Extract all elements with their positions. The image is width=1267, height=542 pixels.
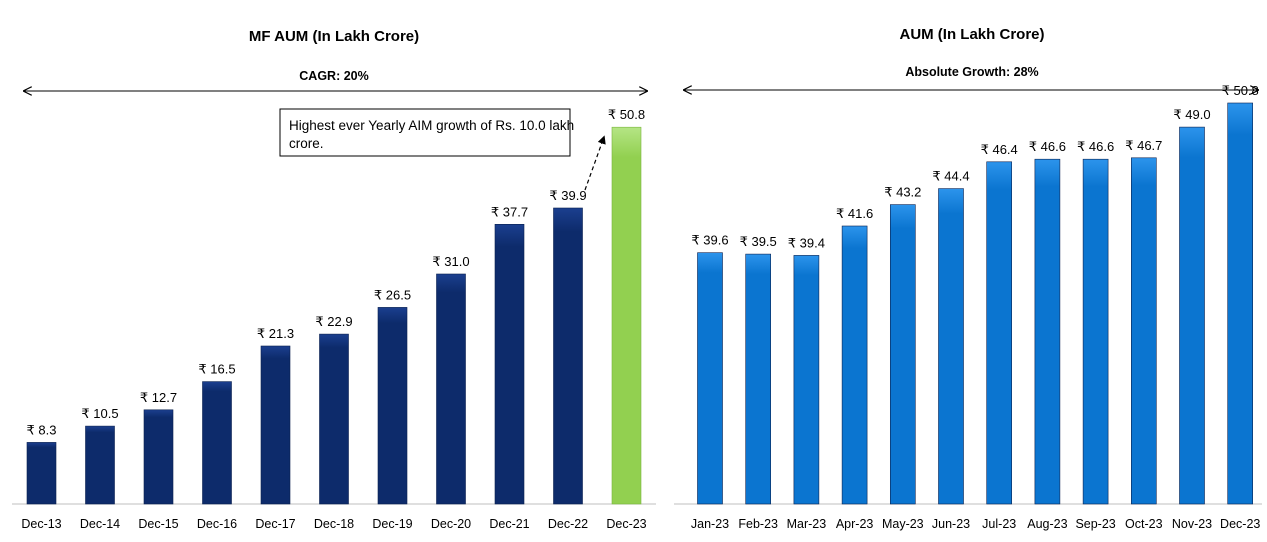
mf-aum-annotation-arrow xyxy=(584,135,606,191)
mf-aum-chart-title: MF AUM (In Lakh Crore) xyxy=(249,28,419,45)
aum-category-label: Nov-23 xyxy=(1172,517,1212,531)
mf-aum-annotation-text: Highest ever Yearly AIM growth of Rs. 10… xyxy=(289,118,578,151)
aum-category-label: Oct-23 xyxy=(1125,517,1163,531)
aum-category-label: Mar-23 xyxy=(787,517,827,531)
mf-aum-value-label: ₹ 21.3 xyxy=(257,326,294,341)
aum-value-label: ₹ 39.5 xyxy=(740,234,777,249)
mf-aum-category-label: Dec-20 xyxy=(431,517,471,531)
aum-chart: AUM (In Lakh Crore) Absolute Growth: 28%… xyxy=(674,26,1262,531)
aum-bar xyxy=(745,253,772,505)
mf-aum-category-label: Dec-21 xyxy=(489,517,529,531)
mf-aum-bar xyxy=(494,224,525,505)
aum-growth-label: Absolute Growth: 28% xyxy=(905,65,1038,79)
aum-category-label: Apr-23 xyxy=(836,517,874,531)
mf-aum-bar xyxy=(85,425,115,505)
mf-aum-value-label: ₹ 50.8 xyxy=(608,107,645,122)
mf-aum-category-label: Dec-17 xyxy=(255,517,295,531)
aum-bar xyxy=(889,204,916,505)
mf-aum-category-label: Dec-14 xyxy=(80,517,120,531)
aum-category-label: Jul-23 xyxy=(982,517,1016,531)
mf-aum-category-label: Dec-23 xyxy=(606,517,646,531)
mf-aum-bar xyxy=(143,409,174,505)
aum-value-label: ₹ 43.2 xyxy=(884,185,921,200)
aum-bar xyxy=(1131,157,1157,505)
aum-bar xyxy=(697,252,723,505)
aum-value-label: ₹ 46.6 xyxy=(1077,139,1114,154)
mf-aum-value-label: ₹ 12.7 xyxy=(140,390,177,405)
mf-aum-bar xyxy=(553,207,583,505)
mf-aum-bar xyxy=(260,345,291,505)
mf-aum-bar xyxy=(611,126,642,505)
mf-aum-bar xyxy=(26,442,57,505)
aum-category-label: Aug-23 xyxy=(1027,517,1067,531)
aum-value-label: ₹ 39.4 xyxy=(788,235,825,250)
mf-aum-category-label: Dec-18 xyxy=(314,517,354,531)
aum-bar xyxy=(986,161,1013,505)
mf-aum-bar xyxy=(202,381,232,505)
aum-category-label: Feb-23 xyxy=(738,517,778,531)
aum-bar xyxy=(841,225,868,505)
aum-bar xyxy=(1179,126,1205,505)
mf-aum-bar xyxy=(319,333,349,505)
aum-category-label: Jun-23 xyxy=(932,517,970,531)
aum-chart-title: AUM (In Lakh Crore) xyxy=(899,26,1044,43)
aum-bar xyxy=(1227,102,1253,505)
mf-aum-annotation-box xyxy=(279,108,571,157)
aum-bar xyxy=(793,255,820,505)
mf-aum-value-label: ₹ 39.9 xyxy=(549,188,586,203)
mf-aum-value-label: ₹ 26.5 xyxy=(374,287,411,302)
mf-aum-chart: MF AUM (In Lakh Crore) CAGR: 20% ₹ 8.3 De… xyxy=(12,28,656,531)
aum-value-label: ₹ 46.4 xyxy=(981,142,1018,157)
mf-aum-value-label: ₹ 37.7 xyxy=(491,204,528,219)
aum-value-label: ₹ 50.8 xyxy=(1222,83,1259,98)
mf-aum-bar xyxy=(436,273,466,505)
aum-value-label: ₹ 39.6 xyxy=(691,233,728,248)
aum-category-label: Jan-23 xyxy=(691,517,729,531)
mf-aum-cagr-label: CAGR: 20% xyxy=(299,69,368,83)
aum-value-label: ₹ 46.7 xyxy=(1125,138,1162,153)
mf-aum-value-label: ₹ 16.5 xyxy=(198,362,235,377)
aum-value-label: ₹ 49.0 xyxy=(1173,107,1210,122)
mf-aum-value-label: ₹ 10.5 xyxy=(81,406,118,421)
mf-aum-category-label: Dec-19 xyxy=(372,517,412,531)
aum-bar xyxy=(1082,158,1109,505)
aum-value-label: ₹ 41.6 xyxy=(836,206,873,221)
aum-category-label: Dec-23 xyxy=(1220,517,1260,531)
aum-bar xyxy=(938,188,964,505)
aum-bar xyxy=(1034,158,1061,505)
mf-aum-category-label: Dec-16 xyxy=(197,517,237,531)
mf-aum-value-label: ₹ 31.0 xyxy=(432,254,469,269)
aum-category-label: May-23 xyxy=(882,517,924,531)
mf-aum-value-label: ₹ 22.9 xyxy=(315,314,352,329)
mf-aum-bar xyxy=(377,307,408,505)
aum-category-label: Sep-23 xyxy=(1075,517,1115,531)
mf-aum-value-label: ₹ 8.3 xyxy=(27,422,57,437)
aum-value-label: ₹ 46.6 xyxy=(1029,139,1066,154)
mf-aum-category-label: Dec-13 xyxy=(21,517,61,531)
aum-value-label: ₹ 44.4 xyxy=(932,169,969,184)
mf-aum-category-label: Dec-22 xyxy=(548,517,588,531)
mf-aum-category-label: Dec-15 xyxy=(138,517,178,531)
